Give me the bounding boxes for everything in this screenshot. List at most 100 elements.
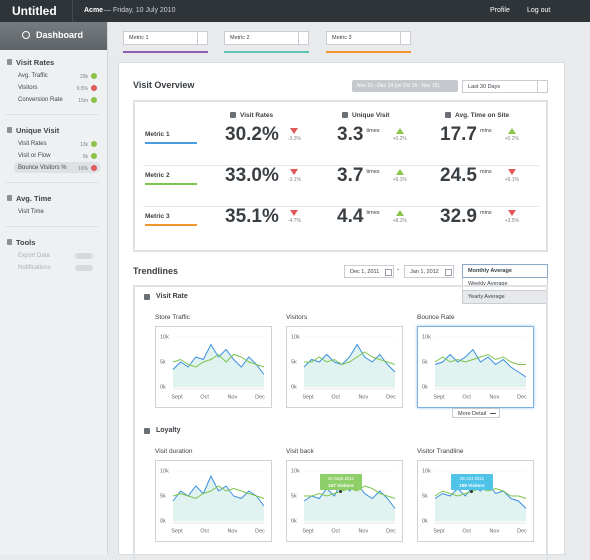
trend-arrow: [507, 210, 516, 216]
row-underline: [145, 142, 197, 144]
chart-title: Bounce Rate: [417, 314, 455, 321]
more-detail-button[interactable]: More Detail: [452, 408, 500, 418]
chart-title: Visit back: [286, 448, 314, 455]
x-tick-label: Oct: [462, 394, 471, 400]
nav-item[interactable]: Visit Time: [18, 209, 44, 215]
tooltip-line: 10 Sept 2011: [327, 476, 355, 481]
metric-unit: mins: [479, 128, 492, 134]
trend-arrow-shape: [395, 169, 404, 175]
metric-cell: 17.7 mins +0.2%: [440, 124, 519, 146]
y-tick-label: 0k: [291, 518, 297, 524]
date-input[interactable]: Jan 1, 2012: [404, 265, 454, 278]
nav-badge: 9.5%: [76, 85, 88, 92]
chart-card[interactable]: 10k 5k 0k Sept Oct Nov Dec: [155, 326, 272, 408]
metric-cell: 24.5 mins +9.1%: [440, 165, 519, 187]
nav-item[interactable]: Visit or Flow: [18, 153, 51, 159]
metric-unit: mins: [479, 169, 492, 175]
profile-link[interactable]: Profile: [490, 7, 510, 14]
x-tick-label: Nov: [489, 528, 499, 534]
toggle-off[interactable]: [75, 265, 93, 271]
x-tick-label: Nov: [227, 528, 237, 534]
row-underline: [145, 224, 197, 226]
date-input[interactable]: Dec 1, 2011: [344, 265, 394, 278]
date-separator: -: [397, 267, 400, 274]
dropdown-option[interactable]: Weekly Average: [462, 278, 548, 291]
series-line: [303, 343, 396, 373]
dashboard-label[interactable]: Dashboard: [36, 30, 84, 40]
change-value: +9.1%: [504, 177, 519, 183]
change-value: +3.5%: [504, 218, 519, 224]
y-tick-label: 5k: [291, 359, 297, 365]
metric-change: +9.1%: [393, 169, 407, 183]
section-title: Visit Rates: [16, 58, 55, 67]
date-range-button[interactable]: Nov 15 - Dec 14 (vs Oct 16 - Nov 15): [352, 80, 458, 92]
nav-item[interactable]: Visitors: [18, 85, 38, 91]
section-title: Tools: [16, 238, 36, 247]
chart-card[interactable]: 10k 5k 0k Sept Oct Nov Dec 26 Oct 2011 198 Visit…: [417, 460, 534, 542]
date-range-label: Nov 15 - Dec 14 (vs Oct 16 - Nov 15): [357, 83, 440, 89]
x-tick-label: Nov: [227, 394, 237, 400]
dashboard-icon: [22, 31, 30, 39]
date-input-label: Dec 1, 2011: [350, 269, 380, 275]
average-select[interactable]: Monthly Average: [462, 264, 548, 278]
y-tick-label: 10k: [160, 334, 169, 340]
calendar-icon: [385, 269, 392, 276]
section-divider: [6, 182, 98, 183]
section-icon: [7, 239, 12, 245]
metric-cell: 35.1% -4.7%: [225, 206, 301, 228]
chart-card[interactable]: 10k 5k 0k Sept Oct Nov Dec 10 Sept 2011 247 Visi…: [286, 460, 403, 542]
nav-item[interactable]: Avg. Traffic: [18, 73, 48, 79]
row-label: Metric 3: [145, 213, 170, 220]
nav-item[interactable]: Bounce Visitors %: [18, 165, 67, 171]
selected-row: [14, 162, 100, 173]
area: [173, 344, 264, 387]
badge-dot: [91, 73, 97, 79]
badge-dot: [91, 141, 97, 147]
chart-card[interactable]: 10k 5k 0k Sept Oct Nov Dec: [155, 460, 272, 542]
change-value: -3.3%: [287, 136, 301, 142]
metric-value: 4.4: [337, 206, 364, 227]
metric-select[interactable]: Metric 3: [326, 31, 411, 45]
group-title: Visit Rate: [156, 293, 188, 300]
column-icon: [445, 112, 451, 118]
logout-link[interactable]: Log out: [527, 7, 551, 14]
nav-item[interactable]: Conversion Rate: [18, 97, 63, 103]
x-tick-label: Dec: [386, 528, 396, 534]
area: [435, 483, 526, 521]
metric-value: 30.2%: [225, 124, 279, 145]
section-title: Avg. Time: [16, 194, 52, 203]
trend-arrow: [507, 169, 516, 175]
chart-card[interactable]: 10k 5k 0k Sept Oct Nov Dec: [417, 326, 534, 408]
row-label: Metric 1: [145, 131, 170, 138]
top-bar: Untitled Acme — Friday, 10 July 2010 Profil…: [0, 0, 590, 22]
toggle-off[interactable]: [75, 253, 93, 259]
x-tick-label: Oct: [331, 528, 340, 534]
trend-arrow: [395, 210, 404, 216]
metric-unit: times: [366, 169, 380, 175]
metric-change: +0.2%: [393, 128, 407, 142]
series-line: [434, 353, 526, 365]
nav-item[interactable]: Export Data: [18, 253, 50, 259]
metric-select[interactable]: Metric 1: [123, 31, 208, 45]
tooltip: 26 Oct 2011 198 Visitors: [451, 474, 493, 490]
x-tick-label: Dec: [255, 528, 265, 534]
nav-item[interactable]: Notifications: [18, 265, 51, 271]
trend-arrow-shape: [507, 210, 516, 216]
metric-select[interactable]: Metric 2: [224, 31, 309, 45]
nav-item[interactable]: Visit Rates: [18, 141, 47, 147]
divider: [72, 0, 73, 22]
average-select-label: Monthly Average: [468, 268, 512, 274]
section-icon: [7, 59, 12, 65]
group-icon: [144, 294, 150, 300]
x-tick-label: Dec: [386, 394, 396, 400]
metric-unit: times: [366, 210, 380, 216]
select-caret: [197, 32, 209, 44]
dropdown-option-label: Yearly Average: [468, 294, 505, 300]
y-tick-label: 5k: [160, 359, 166, 365]
period-select[interactable]: Last 30 Days: [462, 80, 548, 93]
chart-card[interactable]: 10k 5k 0k Sept Oct Nov Dec: [286, 326, 403, 408]
section-icon: [7, 195, 12, 201]
section-icon: [7, 127, 12, 133]
y-tick-label: 10k: [422, 334, 431, 340]
metric-value: 17.7: [440, 124, 477, 145]
